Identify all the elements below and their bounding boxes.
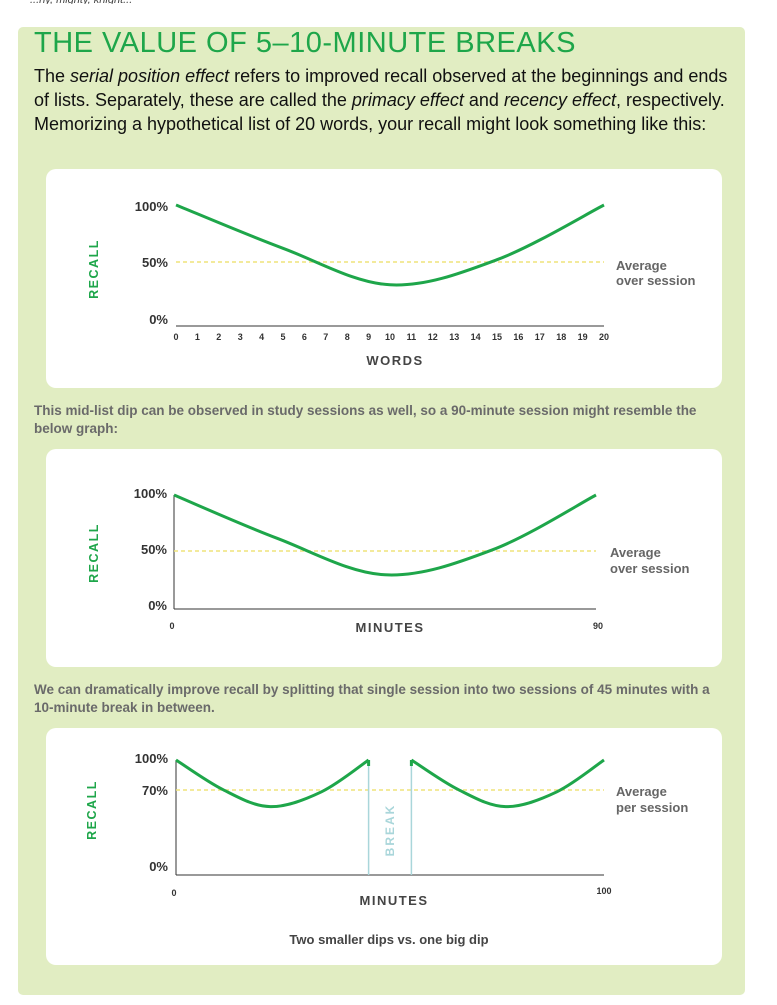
y-tick-50: 50% — [142, 255, 168, 270]
chart-card-minutes: RECALL 100% 50% 0% 0 90 Average over ses… — [46, 449, 722, 667]
x-tick-13: 13 — [449, 332, 459, 342]
x-axis-label: MINUTES — [360, 893, 429, 908]
chart-with-break: RECALL 100% 70% 0% BREAK 0 100 Average p… — [85, 751, 688, 947]
x-tick-6: 6 — [302, 332, 307, 342]
x-tick-17: 17 — [535, 332, 545, 342]
intro-emphasis-serial: serial position effect — [70, 66, 230, 86]
y-tick-100: 100% — [135, 199, 169, 214]
y-tick-70: 70% — [142, 783, 168, 798]
chart-words: RECALL 100% 50% 0% 0 1 2 3 4 5 6 7 8 9 10 11 12 13 14 1… — [87, 199, 696, 368]
average-label-2: per session — [616, 800, 688, 815]
average-label-1: Average — [616, 784, 667, 799]
recall-curve-session-1 — [175, 758, 370, 809]
y-axis-label: RECALL — [87, 239, 101, 299]
y-axis-label: RECALL — [85, 780, 99, 840]
average-label-2: over session — [610, 561, 690, 576]
x-tick-16: 16 — [513, 332, 523, 342]
page-title: THE VALUE OF 5–10-MINUTE BREAKS — [34, 27, 576, 59]
average-label-1: Average — [610, 545, 661, 560]
intro-text-2: refers to improved recall observed at th… — [34, 66, 728, 110]
x-tick-start: 0 — [171, 888, 176, 898]
average-label-2: over session — [616, 273, 696, 288]
recall-curve — [175, 203, 605, 287]
x-tick-19: 19 — [578, 332, 588, 342]
x-axis-label: MINUTES — [356, 620, 425, 635]
x-tick-9: 9 — [366, 332, 371, 342]
infographic-panel: THE VALUE OF 5–10-MINUTE BREAKS The seri… — [18, 27, 745, 995]
x-tick-2: 2 — [216, 332, 221, 342]
y-tick-0: 0% — [149, 859, 168, 874]
chart-card-break: RECALL 100% 70% 0% BREAK 0 100 Average p… — [46, 728, 722, 965]
average-label-1: Average — [616, 258, 667, 273]
chart-card-words: RECALL 100% 50% 0% 0 1 2 3 4 5 6 7 8 9 10 11 12 13 14 1… — [46, 169, 722, 388]
x-tick-start: 0 — [169, 621, 174, 631]
x-tick-1: 1 — [195, 332, 200, 342]
recall-curve-session-2 — [410, 758, 605, 809]
x-tick-7: 7 — [323, 332, 328, 342]
x-tick-18: 18 — [556, 332, 566, 342]
y-tick-0: 0% — [148, 598, 167, 613]
intro-emphasis-recency: recency effect — [503, 90, 616, 110]
cropped-top-text: ...rly, mighty, knight... — [30, 0, 370, 4]
caption-2: We can dramatically improve recall by sp… — [34, 682, 710, 715]
intro-text-1: The — [34, 66, 71, 86]
x-tick-end: 100 — [596, 886, 611, 896]
x-tick-4: 4 — [259, 332, 264, 342]
x-tick-14: 14 — [471, 332, 481, 342]
x-tick-20: 20 — [599, 332, 609, 342]
y-tick-50: 50% — [141, 542, 167, 557]
chart-90-minutes: RECALL 100% 50% 0% 0 90 Average over ses… — [87, 486, 690, 635]
x-tick-labels: 0 1 2 3 4 5 6 7 8 9 10 11 12 13 14 15 16 17 18 19 20 — [173, 332, 609, 342]
x-tick-8: 8 — [345, 332, 350, 342]
break-label: BREAK — [383, 804, 397, 857]
y-tick-0: 0% — [149, 312, 168, 327]
y-tick-100: 100% — [135, 751, 169, 766]
recall-curve — [173, 493, 597, 577]
y-tick-100: 100% — [134, 486, 168, 501]
x-tick-11: 11 — [407, 332, 417, 342]
intro-text-3: and — [463, 90, 504, 110]
x-tick-5: 5 — [280, 332, 285, 342]
intro-emphasis-primacy: primacy effect — [351, 90, 464, 110]
x-tick-3: 3 — [238, 332, 243, 342]
x-axis-label: WORDS — [366, 353, 423, 368]
intro-paragraph: The serial position effect refers to imp… — [34, 64, 734, 136]
x-tick-0: 0 — [173, 332, 178, 342]
x-tick-15: 15 — [492, 332, 502, 342]
intro-text-4: , respectively. Memorizing a hypothetica… — [34, 90, 725, 134]
x-tick-12: 12 — [428, 332, 438, 342]
x-tick-end: 90 — [593, 621, 603, 631]
chart-note: Two smaller dips vs. one big dip — [289, 932, 488, 947]
caption-1: This mid-list dip can be observed in stu… — [34, 403, 697, 436]
y-axis-label: RECALL — [87, 523, 101, 583]
x-tick-10: 10 — [385, 332, 395, 342]
